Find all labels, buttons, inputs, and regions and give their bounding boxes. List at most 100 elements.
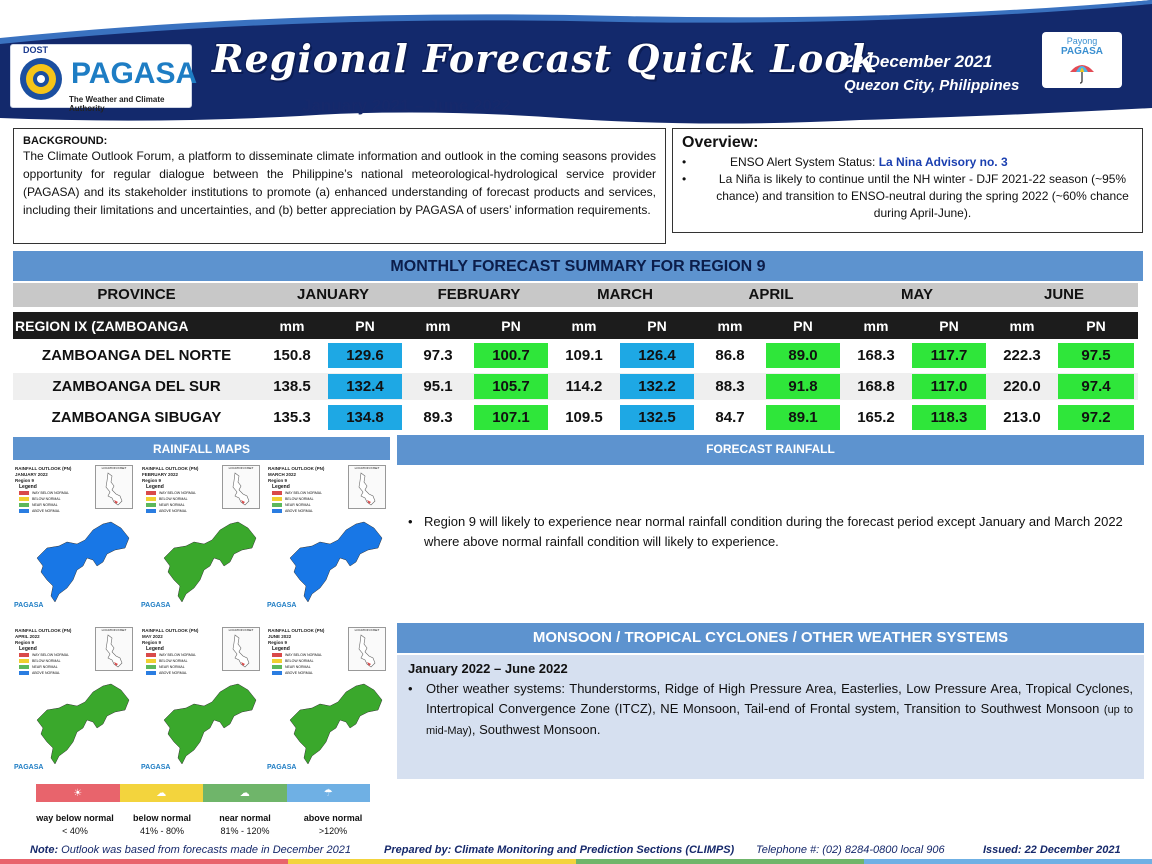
map-legend-row: WAY BELOW NORMAL	[19, 490, 69, 496]
map-title: RAINFALL OUTLOOK (PN) JANUARY 2022 Region …	[15, 466, 71, 484]
map-title-line: RAINFALL OUTLOOK (PN)	[15, 628, 72, 633]
map-title-line: APRIL 2022	[15, 634, 40, 639]
map-legend-swatch	[146, 503, 156, 507]
col-mm: mm	[571, 318, 597, 334]
map-legend-swatch	[272, 491, 282, 495]
rainfall-map-tile[interactable]: RAINFALL OUTLOOK (PN) JUNE 2022 Region 9 Le…	[266, 624, 390, 782]
province-cell: ZAMBOANGA DEL NORTE	[41, 347, 232, 364]
table-row: ZAMBOANGA SIBUGAY 135.3 134.8 89.3 107.1 109.…	[13, 404, 1138, 431]
bullet-icon: •	[408, 681, 413, 696]
overview-item-text: ENSO Alert System Status: La Nina Adviso…	[704, 154, 1008, 171]
la-nina-advisory-link[interactable]: La Nina Advisory no. 3	[878, 155, 1008, 169]
map-title-line: RAINFALL OUTLOOK (PN)	[268, 466, 325, 471]
map-legend-swatch	[19, 659, 29, 663]
region9-forecast-map	[289, 521, 383, 603]
monsoon-heading: MONSOON / TROPICAL CYCLONES / OTHER WEAT…	[397, 623, 1144, 653]
map-title: RAINFALL OUTLOOK (PN) FEBRUARY 2022 Region…	[142, 466, 198, 484]
pn-cell-wrap: 97.2	[1054, 404, 1138, 431]
map-location-inset: LOCATION INSET	[95, 627, 133, 671]
pn-cell-wrap: 132.2	[616, 373, 698, 400]
footer-color-strip	[0, 859, 1152, 864]
monsoon-text-note: (up to mid-May)	[426, 704, 1133, 737]
map-legend-row: BELOW NORMAL	[146, 658, 196, 664]
map-location-label: LOCATION INSET	[101, 628, 127, 632]
legend-label: above normal >120%	[288, 812, 378, 838]
pn-cell-wrap: 97.5	[1054, 342, 1138, 369]
pagasa-emblem-icon	[20, 58, 62, 100]
philippines-inset-icon	[105, 472, 123, 506]
map-title-line: JANUARY 2022	[15, 472, 48, 477]
legend-label: near normal 81% - 120%	[200, 812, 290, 838]
issue-location: Quezon City, Philippines	[844, 77, 1020, 94]
legend-segment: ☂	[286, 784, 370, 802]
col-month: JANUARY	[297, 286, 369, 303]
table-row: ZAMBOANGA DEL NORTE 150.8 129.6 97.3 100.7 10…	[13, 342, 1138, 369]
legend-range-text: < 40%	[62, 826, 88, 836]
map-legend-label: ABOVE NORMAL	[285, 509, 314, 513]
bullet-icon: •	[682, 155, 687, 169]
header-banner: DOST PAGASA The Weather and Climate Auth…	[0, 0, 1152, 128]
mm-cell: 89.3	[423, 409, 453, 426]
footer-note-text: Outlook was based from forecasts made in…	[58, 844, 351, 856]
map-title: RAINFALL OUTLOOK (PN) APRIL 2022 Region 9	[15, 628, 71, 646]
rainfall-legend-bar: ☀ ☁ ☁ ☂	[36, 784, 370, 802]
map-legend: Legend WAY BELOW NORMAL BELOW NORMAL NEAR N…	[272, 646, 322, 676]
pn-cell-wrap: 132.5	[616, 404, 698, 431]
legend-range-text: >120%	[318, 826, 348, 836]
map-legend-label: ABOVE NORMAL	[32, 671, 61, 675]
pn-cell-wrap: 129.6	[324, 342, 406, 369]
cloud-icon: ☁	[239, 787, 250, 799]
pn-cell-wrap: 126.4	[616, 342, 698, 369]
region9-shape	[163, 521, 257, 603]
legend-label-text: below normal	[132, 813, 191, 823]
pn-cell-wrap: 107.1	[470, 404, 552, 431]
map-legend-label: NEAR NORMAL	[159, 503, 185, 507]
rainfall-map-tile[interactable]: RAINFALL OUTLOOK (PN) APRIL 2022 Region 9 L…	[13, 624, 137, 782]
legend-range-text: 41% - 80%	[139, 826, 185, 836]
sun-icon: ☀	[73, 787, 83, 799]
mm-cell: 222.3	[1003, 347, 1041, 364]
rainfall-maps-heading: RAINFALL MAPS	[13, 437, 390, 460]
map-legend-label: BELOW NORMAL	[285, 659, 314, 663]
map-legend-title: Legend	[19, 484, 37, 490]
footer-note-label: Note:	[30, 844, 59, 856]
pn-cell: 89.0	[766, 343, 840, 368]
map-legend-label: WAY BELOW NORMAL	[285, 653, 323, 657]
monsoon-bullet: • Other weather systems: Thunderstorms, …	[408, 679, 1133, 741]
region9-forecast-map	[36, 683, 130, 765]
map-title-line: RAINFALL OUTLOOK (PN)	[142, 466, 199, 471]
map-title: RAINFALL OUTLOOK (PN) MAY 2022 Region 9	[142, 628, 198, 646]
mm-cell: 135.3	[273, 409, 311, 426]
map-title: RAINFALL OUTLOOK (PN) MARCH 2022 Region 9	[268, 466, 324, 484]
map-legend-swatch	[272, 497, 282, 501]
pn-cell: 97.2	[1058, 405, 1134, 430]
rainfall-map-tile[interactable]: RAINFALL OUTLOOK (PN) MAY 2022 Region 9 Leg…	[140, 624, 264, 782]
rainfall-map-tile[interactable]: RAINFALL OUTLOOK (PN) JANUARY 2022 Region …	[13, 462, 137, 620]
overview-item-enso-status: • ENSO Alert System Status: La Nina Advi…	[682, 154, 1133, 171]
col-mm: mm	[279, 318, 305, 334]
map-legend-swatch	[272, 665, 282, 669]
map-title-line: MAY 2022	[142, 634, 163, 639]
map-legend-row: NEAR NORMAL	[146, 664, 196, 670]
map-legend-label: ABOVE NORMAL	[159, 671, 188, 675]
table-subheader: REGION IX (ZAMBOANGA PENINSULA) mm PN mm…	[13, 312, 1138, 362]
map-title-line: Region 9	[15, 478, 35, 483]
pn-cell: 132.2	[620, 374, 694, 399]
footer-strip-green	[576, 859, 864, 864]
monsoon-text: Other weather systems: Thunderstorms, Ri…	[426, 679, 1133, 741]
map-location-label: LOCATION INSET	[101, 466, 127, 470]
map-legend-row: NEAR NORMAL	[146, 502, 196, 508]
rainfall-map-tile[interactable]: RAINFALL OUTLOOK (PN) FEBRUARY 2022 Region…	[140, 462, 264, 620]
mm-cell: 138.5	[273, 378, 311, 395]
issue-date: 22 December 2021	[844, 52, 993, 71]
legend-label-text: above normal	[303, 813, 363, 823]
pn-cell: 97.5	[1058, 343, 1134, 368]
col-pn: PN	[793, 318, 813, 334]
rainfall-legend-labels: way below normal < 40% below normal 41% - 8…	[30, 812, 380, 838]
region9-shape	[36, 521, 130, 603]
overview-heading: Overview:	[682, 134, 759, 151]
map-legend-label: ABOVE NORMAL	[159, 509, 188, 513]
map-location-label: LOCATION INSET	[228, 628, 254, 632]
region9-shape	[289, 521, 383, 603]
